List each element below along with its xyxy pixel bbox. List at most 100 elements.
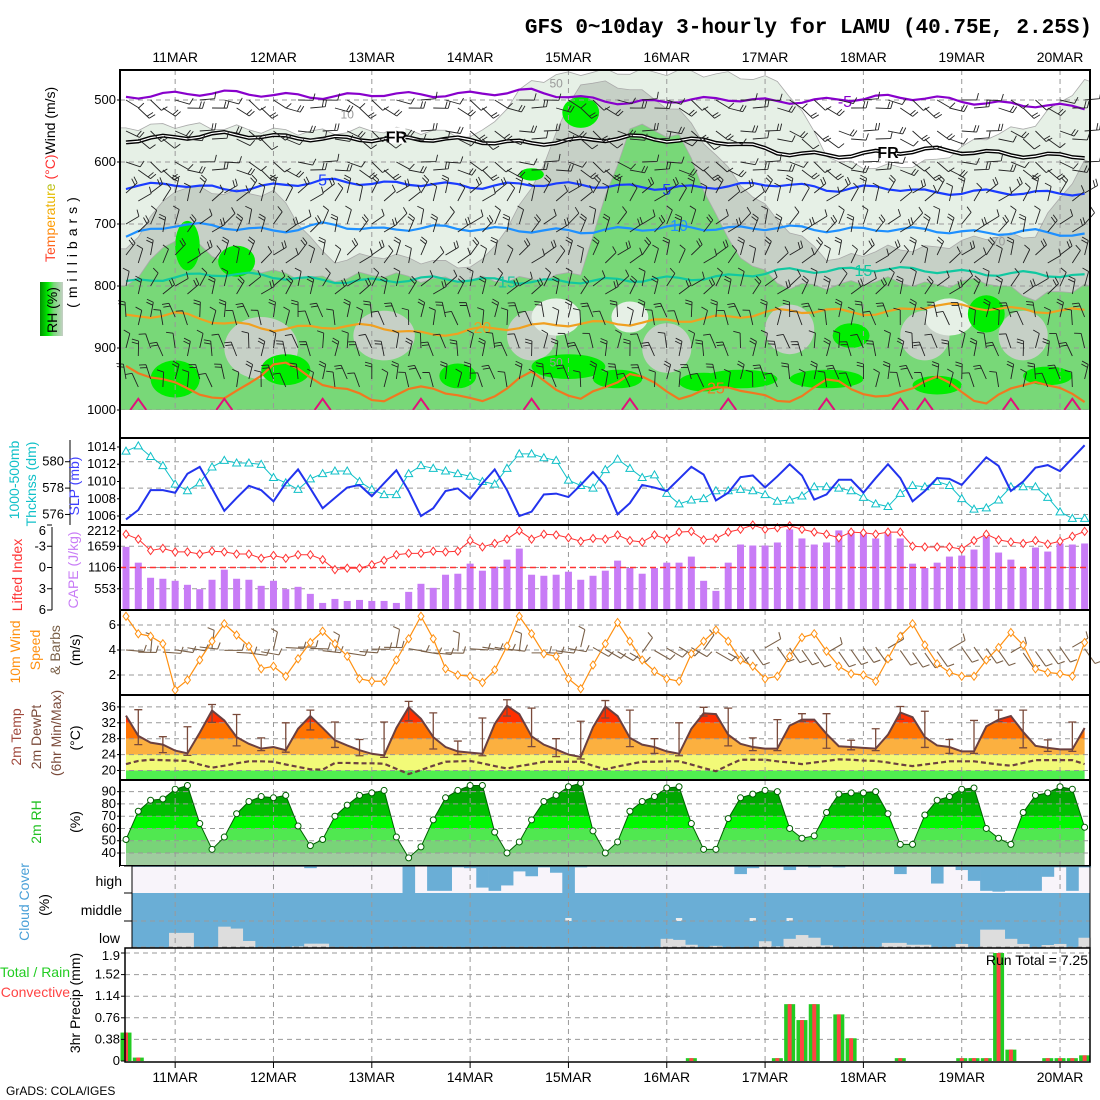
date-label-top: 12MAR [250,49,297,65]
wind-barb [552,306,560,326]
wind-barb [1059,209,1074,225]
wind-barb [408,101,427,109]
wind-barb [322,123,340,132]
rh-tick-label: 90 [102,784,116,799]
wind-speed-marker [786,651,794,662]
wind-speed-marker [491,665,499,675]
slp-tick-label: 1012 [87,456,116,471]
rh-marker [724,815,732,823]
cloud-high-bar [476,866,489,888]
precip-convective-bar [849,1038,854,1061]
wind-barb [396,97,415,105]
precip-convective-label: Convective [1,984,70,1000]
wind-barb [654,161,672,171]
wind-barb [396,207,408,225]
wind-barb [457,168,477,176]
wind-barb [986,177,999,194]
lifted-index-marker [884,527,892,537]
slp-line [125,444,1086,521]
wind-barb [801,107,819,119]
wind-barb [535,362,545,380]
wind-barb [248,99,267,111]
cloud-low-bar [230,928,244,948]
wind-barb [322,153,340,163]
wind-barb [638,267,646,287]
wind-barb [666,176,679,194]
thickness-marker [551,455,562,464]
wind-barb [285,216,299,233]
wind-barb [936,99,956,109]
wind-barb [543,123,561,132]
precip-convective-bar [1045,1058,1050,1061]
rh-marker [122,836,130,844]
rh-band [126,783,1085,792]
lifted-index-marker [478,542,487,552]
wind-barb [724,275,732,295]
wind-barb [330,213,339,233]
cape-bar [257,585,265,610]
wind10m-barb [936,651,955,667]
wind10m-barb [138,645,159,653]
thickness-label-1: 1000-500mb [6,440,22,519]
wind-speed-marker [466,671,474,682]
cloud-high-bar [537,866,551,868]
wind-barb [764,174,773,194]
thickness-tick-label: 578 [42,480,64,495]
wind-barb [1022,182,1031,202]
wind-barb [914,372,926,388]
wind-barb [1059,267,1067,287]
cloud-high-bar [980,866,993,891]
wind-barb [1059,97,1079,104]
lifted-index-marker [343,563,351,574]
wind-barb [469,130,488,142]
wind10m-barb [776,646,795,663]
wind-speed-marker [613,617,622,628]
wind-barb [764,372,778,388]
wind-barb [995,275,1003,295]
rh-marker [147,796,155,804]
temperature-contour-30 [891,397,910,410]
wind-barb [572,308,582,326]
wind-barb [149,341,164,357]
contour-label: 15 [498,275,516,292]
wind-barb [1016,338,1025,357]
wind-barb [986,209,1000,225]
wind-barb [309,302,324,318]
rh-marker [183,782,191,790]
wind-barb [789,130,809,139]
wind-barb [674,337,683,357]
cloud-high-bar [574,866,588,868]
wind-barb [777,105,796,113]
temp-minmax-bar [847,739,856,751]
wind-barb [459,302,471,318]
wind-barb [383,107,403,117]
lifted-index-marker [183,547,192,557]
wind-barb [407,213,415,233]
wind-barb [1049,332,1061,349]
wind-barb [1043,306,1051,326]
wind-barb [455,368,463,388]
wind-barb [310,99,327,109]
precip-convective-bar [984,1058,989,1061]
wind-barb [125,209,140,225]
wind-barb [440,361,448,380]
wind-barb [568,178,582,194]
cape-bar [294,586,302,610]
wind-barb [371,208,385,225]
wind-barb [674,213,683,233]
lifted-index-marker [896,527,904,537]
wind10m-barb [470,643,491,651]
rh2m-unit: (%) [67,811,83,833]
wind-barb [150,177,163,194]
cape-bar [896,538,904,610]
lifted-index-marker [613,530,622,540]
temp-minmax-bar [552,738,561,758]
wind-barb [420,91,438,101]
wind-barb [1081,236,1089,256]
wind-barb [316,330,325,349]
thickness-marker [895,488,906,497]
wind-barb [162,107,181,117]
cloud-high-label: high [96,873,122,889]
wind-barb [651,275,659,295]
wind-barb [602,182,610,202]
